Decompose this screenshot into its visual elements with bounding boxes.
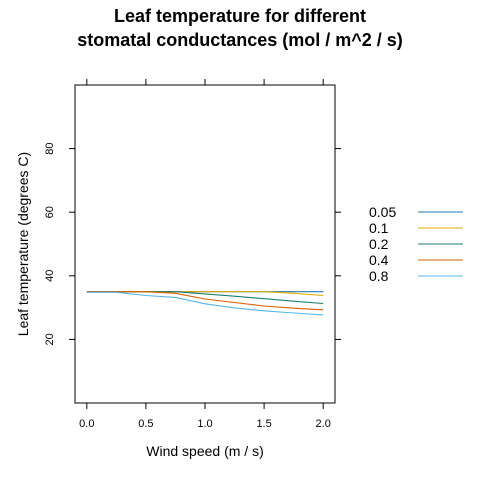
x-tick-label: 1.0 xyxy=(197,418,212,430)
x-tick-label: 1.5 xyxy=(256,418,271,430)
series-line-0-4 xyxy=(86,291,324,311)
y-tick-label: 60 xyxy=(44,206,56,218)
chart-title-line-2: stomatal conductances (mol / m^2 / s) xyxy=(77,30,403,50)
y-tick-label: 20 xyxy=(44,333,56,345)
legend-label: 0.1 xyxy=(369,220,389,236)
x-tick-label: 0.5 xyxy=(138,418,153,430)
x-axis-label: Wind speed (m / s) xyxy=(146,443,263,459)
legend-label: 0.8 xyxy=(369,268,389,284)
y-tick-label: 40 xyxy=(44,270,56,282)
x-tick-label: 2.0 xyxy=(316,418,331,430)
y-axis-label: Leaf temperature (degrees C) xyxy=(15,152,31,336)
y-axis-ticks: 20 40 60 80 xyxy=(44,142,341,346)
y-tick-label: 80 xyxy=(44,142,56,154)
legend-label: 0.4 xyxy=(369,252,389,268)
series-lines xyxy=(86,291,324,316)
series-line-0-8 xyxy=(86,291,324,316)
x-axis-ticks: 0.0 0.5 1.0 1.5 2.0 xyxy=(79,79,331,430)
legend-label: 0.2 xyxy=(369,236,389,252)
plot-panel xyxy=(74,84,336,404)
legend: 0.050.10.20.40.8 xyxy=(369,204,463,284)
legend-label: 0.05 xyxy=(369,204,396,220)
chart-title-line-1: Leaf temperature for different xyxy=(114,6,366,26)
x-tick-label: 0.0 xyxy=(79,418,94,430)
